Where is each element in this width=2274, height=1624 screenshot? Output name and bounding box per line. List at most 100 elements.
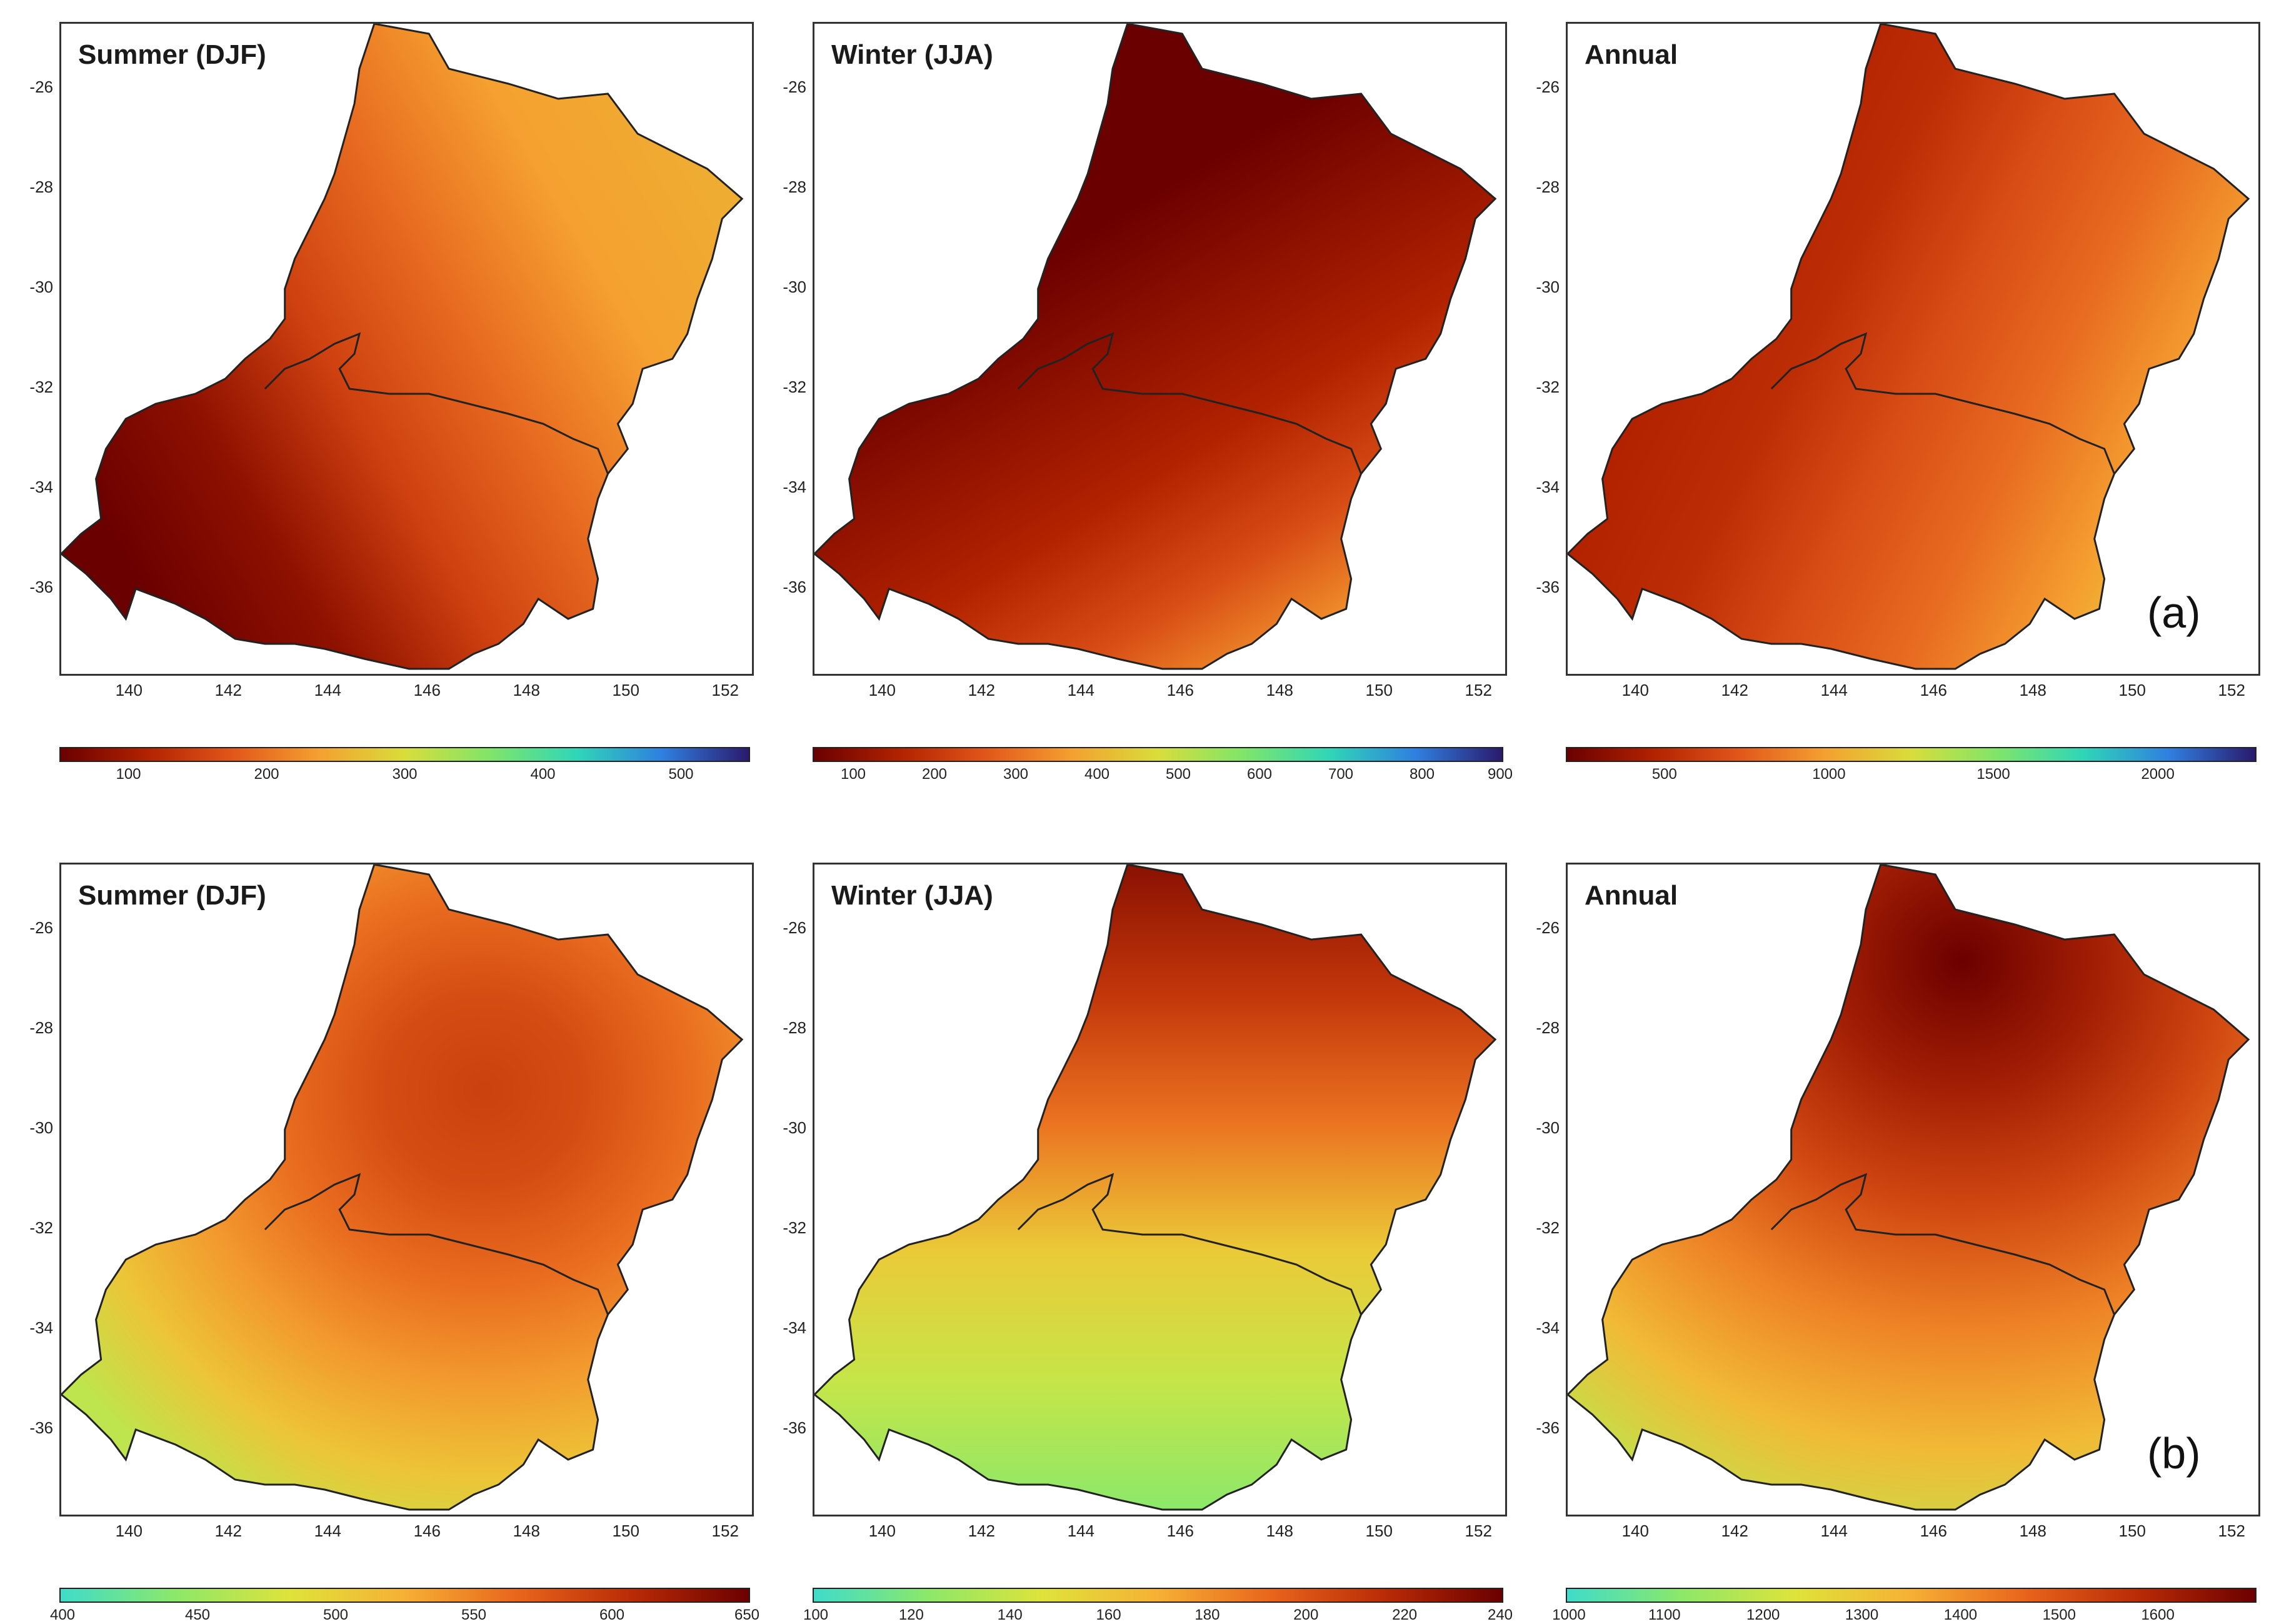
x-tick-label: 148 xyxy=(513,681,540,699)
basin-region xyxy=(61,865,744,1511)
colorbar xyxy=(1566,1588,2256,1603)
colorbar-tick-label: 400 xyxy=(49,1606,76,1623)
x-tick-label: 144 xyxy=(314,1521,341,1540)
map-frame xyxy=(1566,863,2260,1516)
y-tick-label: -32 xyxy=(29,1218,53,1237)
colorbar-tick-label: 400 xyxy=(1084,766,1110,783)
panel-title: Summer (DJF) xyxy=(78,880,266,911)
y-tick-label: -36 xyxy=(1536,1418,1560,1437)
colorbar-tick-label: 180 xyxy=(1195,1606,1220,1623)
x-tick-label: 150 xyxy=(612,1521,639,1540)
colorbar xyxy=(813,1588,1503,1603)
x-tick-label: 148 xyxy=(2019,1521,2046,1540)
y-tick-label: -30 xyxy=(1536,1118,1560,1137)
x-tick-label: 142 xyxy=(1721,1521,1748,1540)
y-tick-label: -34 xyxy=(1536,1318,1560,1337)
map-frame xyxy=(59,22,754,676)
sub-basin-boundary xyxy=(1017,1173,1362,1315)
colorbar-tick-label: 300 xyxy=(1003,766,1029,783)
colorbar-tick-label: 1400 xyxy=(1943,1606,1978,1623)
x-tick-label: 150 xyxy=(612,681,639,699)
colorbar-tick-label: 1500 xyxy=(1976,766,2010,783)
y-tick-label: -36 xyxy=(783,578,806,596)
y-tick-label: -26 xyxy=(29,78,53,96)
colorbar-tick-label: 220 xyxy=(1392,1606,1418,1623)
map-frame xyxy=(813,22,1507,676)
colorbar-tick-label: 1000 xyxy=(1812,766,1846,783)
y-tick-label: -34 xyxy=(29,1318,53,1337)
y-tick-label: -32 xyxy=(1536,1218,1560,1237)
map-canvas xyxy=(814,24,1497,670)
panel-title: Summer (DJF) xyxy=(78,39,266,70)
colorbar-tick-label: 450 xyxy=(184,1606,211,1623)
colorbar-tick-label: 1300 xyxy=(1845,1606,1879,1623)
y-tick-label: -30 xyxy=(783,1118,806,1137)
y-tick-label: -36 xyxy=(29,578,53,596)
y-tick-label: -36 xyxy=(29,1418,53,1437)
y-tick-label: -32 xyxy=(1536,378,1560,396)
colorbar-tick-label: 140 xyxy=(997,1606,1023,1623)
y-tick-label: -30 xyxy=(1536,278,1560,296)
y-tick-label: -28 xyxy=(783,1018,806,1037)
panel-title: Annual xyxy=(1585,39,1678,70)
colorbar-tick-label: 300 xyxy=(392,766,418,783)
sub-basin-boundary xyxy=(1017,332,1362,474)
y-tick-label: -36 xyxy=(1536,578,1560,596)
y-tick-label: -30 xyxy=(29,278,53,296)
map-canvas xyxy=(61,24,744,670)
y-tick-label: -34 xyxy=(29,478,53,496)
colorbar-tick-label: 200 xyxy=(254,766,279,783)
y-tick-label: -34 xyxy=(783,478,806,496)
x-tick-label: 144 xyxy=(1067,681,1094,699)
x-tick-label: 152 xyxy=(711,1521,739,1540)
panel-title: Annual xyxy=(1585,880,1678,911)
map-canvas xyxy=(1568,24,2250,670)
x-tick-label: 146 xyxy=(1920,1521,1947,1540)
y-tick-label: -28 xyxy=(29,1018,53,1037)
colorbar-tick-label: 550 xyxy=(461,1606,487,1623)
y-tick-label: -26 xyxy=(1536,918,1560,937)
colorbar-tick-label: 1000 xyxy=(1552,1606,1586,1623)
x-tick-label: 148 xyxy=(1266,1521,1293,1540)
x-tick-label: 148 xyxy=(2019,681,2046,699)
panel-title: Winter (JJA) xyxy=(831,39,993,70)
x-tick-label: 152 xyxy=(711,681,739,699)
y-tick-label: -26 xyxy=(783,918,806,937)
map-canvas xyxy=(1568,865,2250,1511)
sub-basin-boundary xyxy=(264,1173,609,1315)
x-tick-label: 150 xyxy=(2118,1521,2146,1540)
y-tick-label: -28 xyxy=(29,178,53,196)
colorbar-tick-label: 500 xyxy=(323,1606,349,1623)
colorbar-tick-label: 500 xyxy=(1165,766,1191,783)
colorbar-tick-label: 1100 xyxy=(1648,1606,1681,1623)
x-tick-label: 144 xyxy=(314,681,341,699)
colorbar xyxy=(1566,747,2256,762)
y-tick-label: -28 xyxy=(783,178,806,196)
x-tick-label: 150 xyxy=(1365,1521,1393,1540)
sub-basin-boundary xyxy=(264,332,609,474)
basin-region xyxy=(1568,865,2250,1511)
x-tick-label: 140 xyxy=(115,1521,143,1540)
x-tick-label: 150 xyxy=(2118,681,2146,699)
x-tick-label: 152 xyxy=(2218,681,2245,699)
colorbar-tick-label: 100 xyxy=(840,766,866,783)
map-canvas xyxy=(61,865,744,1511)
colorbar-tick-label: 500 xyxy=(668,766,694,783)
x-tick-label: 146 xyxy=(413,1521,441,1540)
colorbar-tick-label: 1200 xyxy=(1746,1606,1780,1623)
x-tick-label: 152 xyxy=(2218,1521,2245,1540)
x-tick-label: 142 xyxy=(214,681,242,699)
y-tick-label: -36 xyxy=(783,1418,806,1437)
x-tick-label: 146 xyxy=(1920,681,1947,699)
x-tick-label: 148 xyxy=(1266,681,1293,699)
x-tick-label: 150 xyxy=(1365,681,1393,699)
colorbar xyxy=(813,747,1503,762)
colorbar xyxy=(59,747,750,762)
x-tick-label: 142 xyxy=(214,1521,242,1540)
y-tick-label: -34 xyxy=(783,1318,806,1337)
basin-region xyxy=(1568,24,2250,670)
colorbar-tick-label: 650 xyxy=(734,1606,760,1623)
panel-title: Winter (JJA) xyxy=(831,880,993,911)
x-tick-label: 146 xyxy=(1166,681,1194,699)
x-tick-label: 148 xyxy=(513,1521,540,1540)
